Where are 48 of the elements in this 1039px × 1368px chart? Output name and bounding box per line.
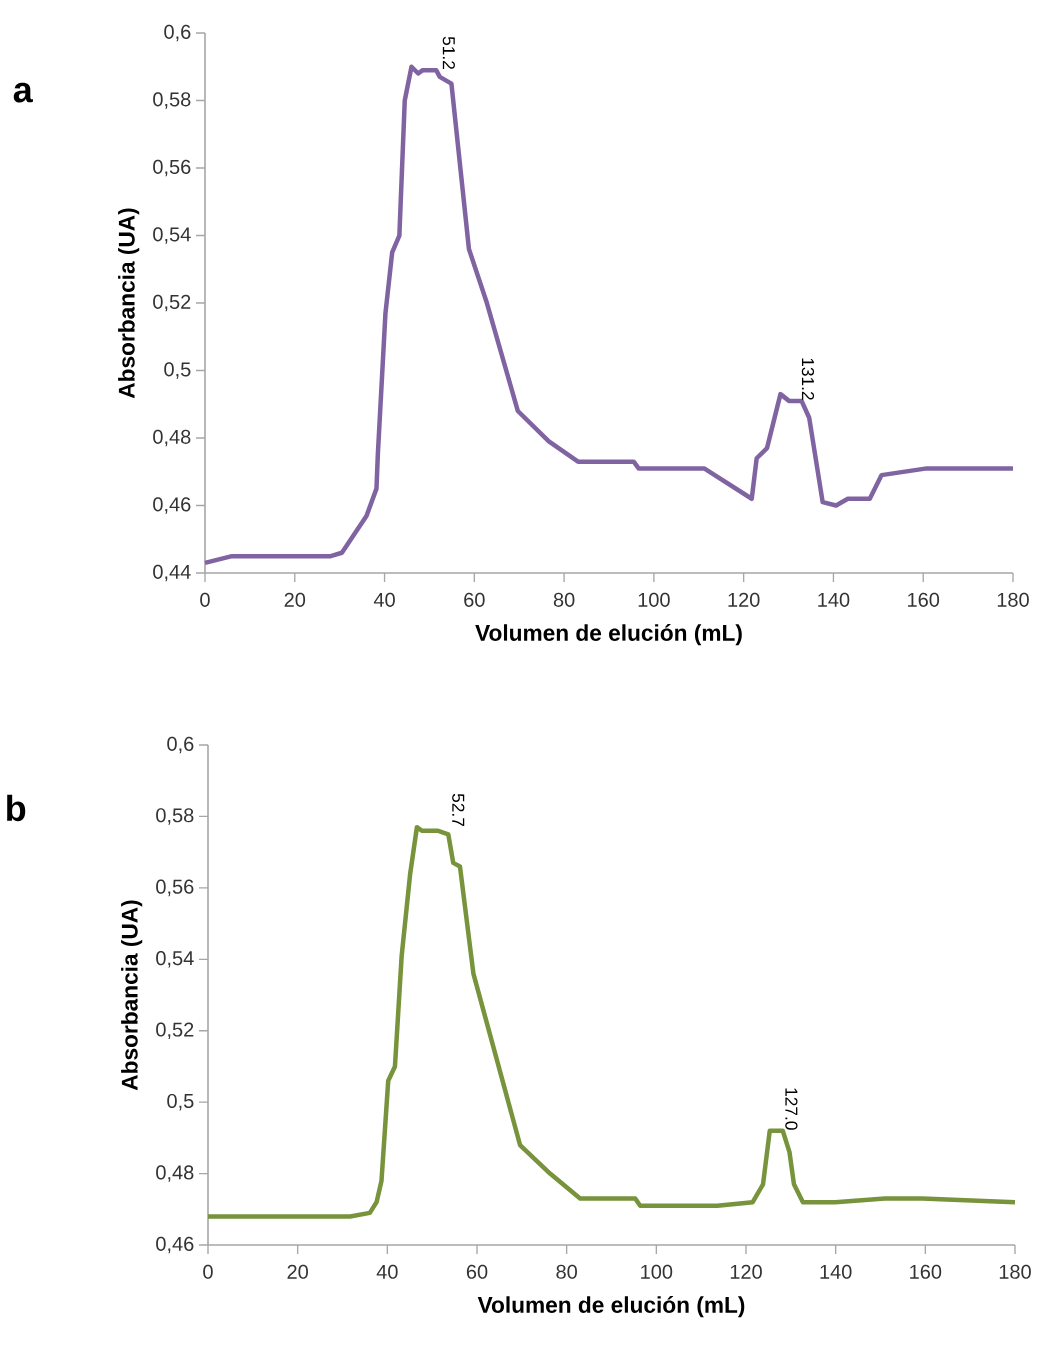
y-tick-label: 0,46: [156, 1236, 194, 1254]
text: a: [13, 82, 33, 103]
x-axis-title: Volumen de elución (mL): [477, 1296, 745, 1318]
y-tick-label: 0,46: [153, 497, 191, 514]
x-tick-label: 40: [373, 592, 395, 607]
text: b: [7, 794, 26, 822]
y-axis-title: Absorbancia (UA): [121, 900, 143, 1091]
annotation: 127.0: [785, 1088, 798, 1130]
x-tick-label: 20: [284, 592, 306, 607]
y-tick-label: 0,58: [156, 808, 194, 825]
y-tick-label: 0,5: [164, 362, 191, 379]
x-tick-label: 140: [820, 1264, 852, 1279]
x-tick-label: 80: [556, 1264, 577, 1279]
y-tick-label: 0,56: [153, 159, 191, 177]
y-tick-label: 0,6: [164, 24, 191, 42]
x-tick-label: 100: [641, 1264, 673, 1279]
x-tick-label: 20: [287, 1264, 308, 1279]
x-tick-label: 140: [818, 592, 850, 607]
x-tick-label: 160: [910, 1264, 942, 1279]
x-tick-label: 80: [553, 592, 575, 607]
x-tick-label: 60: [466, 1264, 488, 1279]
x-tick-label: 0: [200, 592, 210, 607]
y-tick-label: 0,6: [167, 736, 194, 754]
x-tick-label: 0: [203, 1264, 213, 1279]
annotation: 52.7: [452, 793, 465, 827]
y-tick-label: 0,48: [153, 429, 191, 447]
y-tick-label: 0,52: [156, 1022, 194, 1039]
x-tick-label: 40: [376, 1264, 398, 1279]
x-tick-label: 160: [908, 592, 940, 607]
y-tick-label: 0,56: [156, 879, 194, 897]
y-tick-label: 0,52: [153, 294, 191, 312]
y-tick-label: 0,58: [153, 92, 191, 109]
x-tick-label: 120: [728, 592, 760, 607]
y-tick-label: 0,48: [156, 1165, 194, 1182]
x-tick-label: 60: [464, 592, 485, 607]
line-series: [205, 824, 1018, 1219]
x-tick-label: 180: [999, 1264, 1031, 1279]
x-axis-title: Volumen de elución (mL): [475, 624, 742, 646]
y-tick-label: 0,54: [153, 227, 191, 244]
y-axis-title: Absorbancia (UA): [118, 208, 140, 399]
x-tick-label: 180: [997, 592, 1029, 607]
y-tick-label: 0,44: [153, 564, 191, 582]
y-tick-label: 0,5: [167, 1093, 194, 1111]
annotation: 51.2: [442, 36, 455, 69]
y-tick-label: 0,54: [156, 951, 194, 968]
x-tick-label: 100: [638, 592, 670, 607]
x-tick-label: 120: [730, 1264, 762, 1279]
annotation: 131.2: [801, 358, 815, 400]
